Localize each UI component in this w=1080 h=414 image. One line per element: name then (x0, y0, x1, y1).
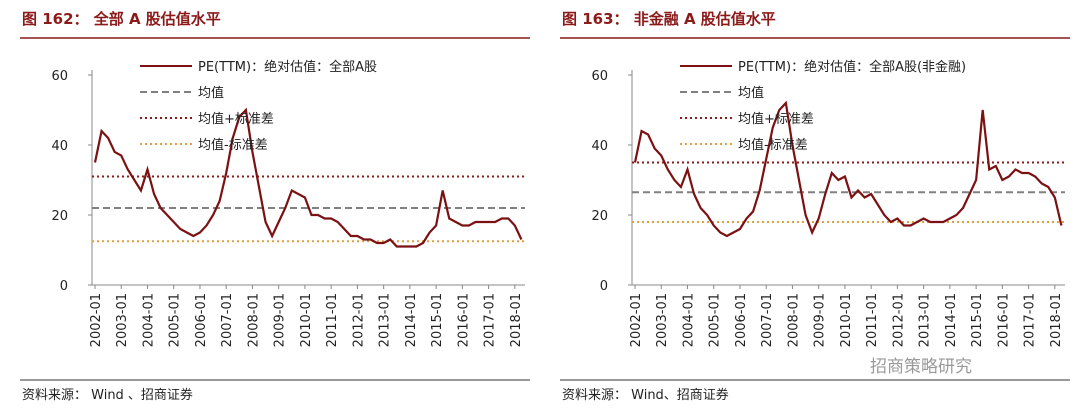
y-tick-label: 0 (60, 279, 68, 294)
x-tick-label: 2014-01 (944, 293, 959, 347)
x-tick-label: 2012-01 (351, 293, 366, 347)
legend-label: 均值 (198, 85, 224, 101)
x-tick-label: 2002-01 (629, 293, 644, 347)
x-tick-label: 2016-01 (996, 293, 1011, 347)
x-tick-label: 2013-01 (918, 293, 933, 347)
line-series (93, 107, 523, 248)
x-tick-label: 2006-01 (734, 293, 749, 347)
y-tick-label: 40 (51, 139, 68, 154)
x-tick-label: 2010-01 (839, 293, 854, 347)
legend-label: 均值+标准差 (738, 111, 814, 127)
source: 资料来源： Wind、招商证券 (562, 387, 729, 403)
x-tick-label: 2017-01 (1023, 293, 1038, 347)
y-tick-label: 20 (591, 209, 608, 224)
x-tick-label: 2005-01 (708, 293, 723, 347)
legend-label: 均值-标准差 (198, 137, 268, 153)
y-tick-label: 60 (51, 69, 68, 84)
x-tick-label: 2015-01 (430, 293, 445, 347)
x-tick-label: 2008-01 (246, 293, 261, 347)
y-tick-label: 0 (600, 279, 608, 294)
line-series (633, 100, 1063, 238)
x-tick-label: 2008-01 (786, 293, 801, 347)
x-tick-label: 2002-01 (89, 293, 104, 347)
legend-label: 均值 (738, 85, 764, 101)
x-tick-label: 2005-01 (168, 293, 183, 347)
legend-label: PE(TTM)：绝对估值：全部A股(非金融) (738, 59, 966, 75)
x-tick-label: 2009-01 (813, 293, 828, 347)
x-tick-label: 2011-01 (865, 293, 880, 347)
x-tick-label: 2007-01 (760, 293, 775, 347)
legend-label: PE(TTM)：绝对估值：全部A股 (198, 59, 377, 75)
x-tick-label: 2018-01 (509, 293, 524, 347)
x-tick-label: 2012-01 (891, 293, 906, 347)
figure-title: 图 162： 全部 A 股估值水平 (22, 10, 221, 28)
y-tick-label: 60 (591, 69, 608, 84)
y-tick-label: 40 (591, 139, 608, 154)
x-tick-label: 2004-01 (681, 293, 696, 347)
x-tick-label: 2007-01 (220, 293, 235, 347)
source: 资料来源： Wind 、招商证券 (22, 387, 193, 403)
x-tick-label: 2003-01 (655, 293, 670, 347)
figure-title: 图 163： 非金融 A 股估值水平 (562, 10, 776, 28)
x-tick-label: 2016-01 (456, 293, 471, 347)
x-tick-label: 2010-01 (299, 293, 314, 347)
x-tick-label: 2003-01 (115, 293, 130, 347)
x-tick-label: 2013-01 (378, 293, 393, 347)
x-tick-label: 2014-01 (404, 293, 419, 347)
x-tick-label: 2011-01 (325, 293, 340, 347)
x-tick-label: 2006-01 (194, 293, 209, 347)
x-tick-label: 2015-01 (970, 293, 985, 347)
x-tick-label: 2017-01 (483, 293, 498, 347)
x-tick-label: 2009-01 (273, 293, 288, 347)
watermark: 招商策略研究 (870, 357, 972, 377)
x-tick-label: 2018-01 (1049, 293, 1064, 347)
x-tick-label: 2004-01 (141, 293, 156, 347)
y-tick-label: 20 (51, 209, 68, 224)
legend-label: 均值+标准差 (198, 111, 274, 127)
legend-label: 均值-标准差 (738, 137, 808, 153)
